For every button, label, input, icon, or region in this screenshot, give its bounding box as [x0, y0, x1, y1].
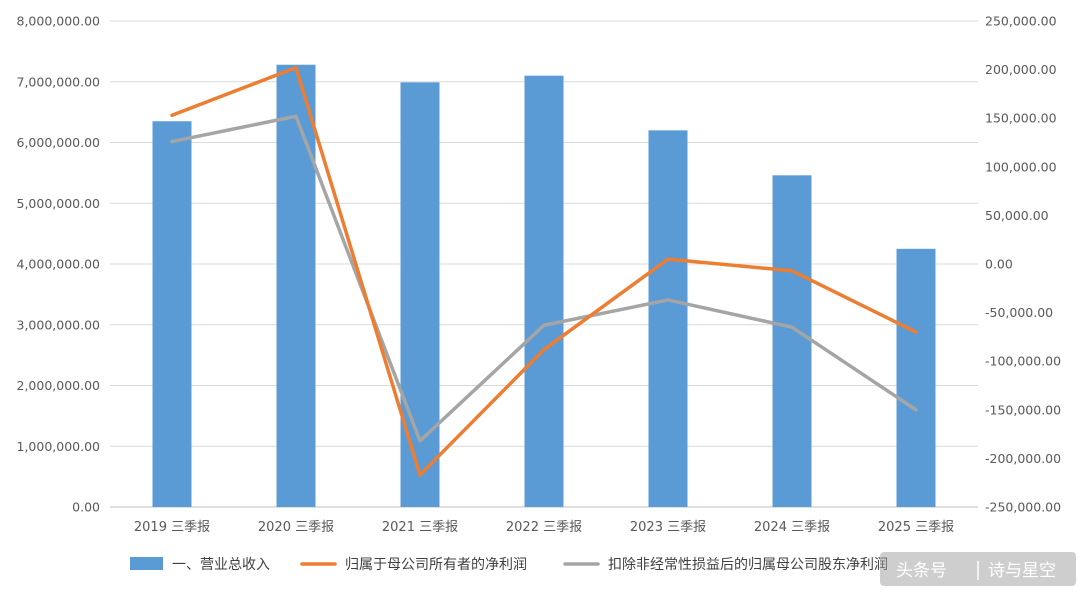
right-axis-tick-label: 100,000.00 — [985, 159, 1057, 174]
legend-label-revenue: 一、营业总收入 — [172, 557, 270, 573]
line-series — [170, 65, 918, 477]
right-axis-tick-label: -200,000.00 — [985, 451, 1061, 466]
right-axis-tick-label: -50,000.00 — [985, 305, 1053, 320]
right-axis-tick-label: -250,000.00 — [985, 500, 1061, 515]
bar-series-revenue — [152, 64, 936, 508]
bar-revenue — [400, 82, 440, 508]
bar-revenue — [276, 64, 316, 508]
x-axis-tick-label: 2022 三季报 — [506, 520, 582, 535]
legend-label-net-profit: 归属于母公司所有者的净利润 — [345, 556, 527, 573]
right-axis-tick-label: 50,000.00 — [985, 208, 1049, 223]
legend: 一、营业总收入 归属于母公司所有者的净利润 扣除非经常性损益后的归属母公司股东净… — [130, 556, 888, 573]
legend-swatch-revenue — [130, 557, 163, 570]
left-axis-tick-label: 2,000,000.00 — [17, 378, 101, 393]
legend-label-deducted-net-profit: 扣除非经常性损益后的归属母公司股东净利润 — [608, 556, 888, 573]
bar-revenue — [896, 248, 936, 507]
x-axis-tick-label: 2025 三季报 — [878, 520, 954, 535]
bar-revenue — [772, 175, 812, 507]
bar-revenue — [648, 130, 688, 507]
x-axis-ticks: 2019 三季报 2020 三季报 2021 三季报 2022 三季报 2023 三季报… — [134, 520, 954, 535]
right-axis-ticks: -250,000.00 -200,000.00 -150,000.00 -100,00… — [985, 14, 1061, 515]
line-net-profit — [170, 65, 918, 477]
bar-revenue — [152, 121, 192, 508]
bar-revenue — [524, 75, 564, 508]
left-axis-ticks: 0.00 1,000,000.00 2,000,000.00 3,000,000.00… — [17, 14, 101, 515]
right-axis-tick-label: 250,000.00 — [985, 14, 1057, 29]
x-axis-tick-label: 2020 三季报 — [258, 520, 334, 535]
left-axis-tick-label: 3,000,000.00 — [17, 317, 101, 332]
left-axis-tick-label: 6,000,000.00 — [17, 135, 101, 150]
watermark: 头条号 诗与星空 — [880, 552, 1076, 586]
left-axis-tick-label: 8,000,000.00 — [17, 14, 101, 29]
right-axis-tick-label: 150,000.00 — [985, 111, 1057, 126]
x-axis-tick-label: 2019 三季报 — [134, 520, 210, 535]
watermark-text: 诗与星空 — [988, 561, 1056, 581]
left-axis-tick-label: 5,000,000.00 — [17, 196, 101, 211]
watermark-platform-label: 头条号 — [896, 561, 947, 581]
right-axis-tick-label: -100,000.00 — [985, 354, 1061, 369]
left-axis-tick-label: 7,000,000.00 — [17, 74, 101, 89]
right-axis-tick-label: 0.00 — [985, 257, 1013, 272]
right-axis-tick-label: 200,000.00 — [985, 62, 1057, 77]
left-axis-tick-label: 4,000,000.00 — [17, 257, 101, 272]
x-axis-tick-label: 2024 三季报 — [754, 520, 830, 535]
x-axis-tick-label: 2023 三季报 — [630, 520, 706, 535]
left-axis-tick-label: 1,000,000.00 — [17, 439, 101, 454]
line-deducted-net-profit — [170, 114, 918, 443]
right-axis-tick-label: -150,000.00 — [985, 402, 1061, 417]
x-axis-tick-label: 2021 三季报 — [382, 520, 458, 535]
left-axis-tick-label: 0.00 — [72, 500, 100, 515]
